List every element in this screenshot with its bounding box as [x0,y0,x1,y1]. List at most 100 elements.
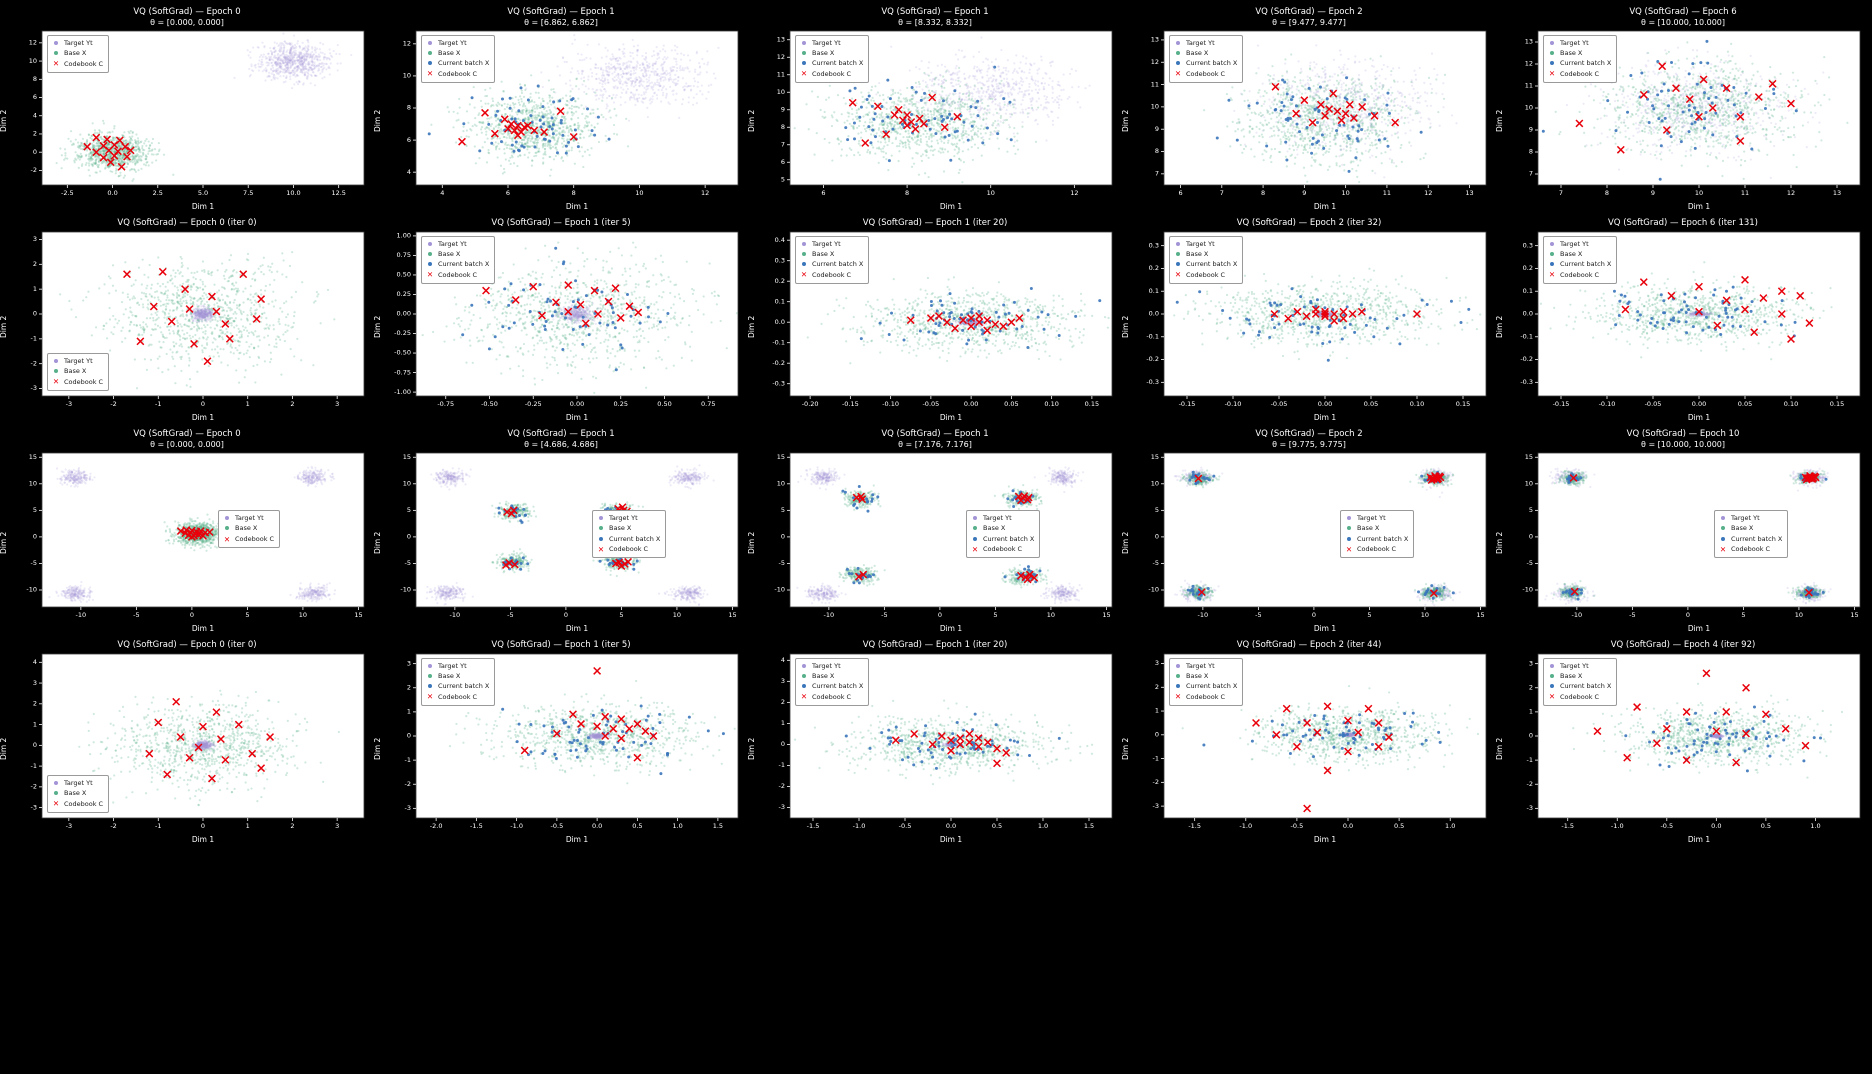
codebook-marker-icon: ✕ [597,544,605,554]
legend-entry: Base X [426,48,489,58]
legend-label: Base X [438,49,461,58]
base-marker-icon [52,788,60,798]
legend-label: Codebook C [438,69,478,78]
base-marker-icon [223,523,231,533]
legend-entry: ✕ Codebook C [1345,544,1408,556]
legend-label: Codebook C [609,545,649,554]
legend-entry: Base X [1548,249,1611,259]
plot-title: VQ (SoftGrad) — Epoch 0 [133,7,241,17]
subplot: VQ (SoftGrad) — Epoch 0 (iter 0) Target Y… [0,215,374,426]
plot-title: VQ (SoftGrad) — Epoch 1 [881,7,989,17]
legend-entry: Current batch X [1174,681,1237,691]
legend-label: Codebook C [983,545,1023,554]
legend-label: Target Yt [438,662,467,670]
codebook-marker-icon: ✕ [1548,69,1556,79]
target-marker-icon [800,239,808,249]
legend-entry: ✕ Codebook C [52,58,103,70]
plot-title: VQ (SoftGrad) — Epoch 0 (iter 0) [117,218,257,228]
batch-marker-icon [426,259,434,269]
plot-title: VQ (SoftGrad) — Epoch 1 [881,429,989,439]
target-marker-icon [52,356,60,366]
subplot: VQ (SoftGrad) — Epoch 1 (iter 5) Target Y… [373,215,748,426]
plot-title: VQ (SoftGrad) — Epoch 0 (iter 0) [117,640,257,650]
plot-title: VQ (SoftGrad) — Epoch 0 [133,429,241,439]
legend-entry: Target Yt [1719,513,1782,523]
plot-title: VQ (SoftGrad) — Epoch 2 (iter 44) [1236,640,1382,650]
legend-entry: Base X [971,523,1034,533]
scatter-canvas [0,450,374,633]
legend: Target Yt Base X Current batch X ✕ Codebook … [1169,658,1244,706]
subplot: VQ (SoftGrad) — Epoch 1 (iter 20) Target … [747,215,1122,426]
base-marker-icon [1548,671,1556,681]
y-axis-label: Dim 2 [1495,737,1504,760]
x-axis-label: Dim 1 [565,835,589,844]
legend-label: Current batch X [438,682,490,691]
y-axis-label: Dim 2 [373,531,382,554]
legend-label: Codebook C [64,800,104,809]
x-axis-label: Dim 1 [939,624,963,633]
target-marker-icon [223,513,231,523]
target-marker-icon [1548,38,1556,48]
legend-entry: Target Yt [1174,38,1237,48]
legend-label: Base X [812,49,835,58]
x-axis-label: Dim 1 [565,624,589,633]
legend-label: Current batch X [1560,260,1612,269]
target-marker-icon [52,778,60,788]
legend-label: Base X [812,672,835,681]
x-axis-label: Dim 1 [191,624,215,633]
codebook-marker-icon: ✕ [426,692,434,702]
legend: Target Yt Base X Current batch X ✕ Codebook … [421,658,496,706]
legend-entry: ✕ Codebook C [1174,269,1237,281]
legend-label: Current batch X [983,534,1035,543]
legend-label: Base X [1560,672,1583,681]
legend: Target Yt Base X Current batch X ✕ Codebook … [421,35,496,83]
scatter-canvas [374,450,748,633]
legend-label: Target Yt [812,39,841,47]
legend-entry: Target Yt [426,239,489,249]
batch-marker-icon [597,534,605,544]
x-axis-label: Dim 1 [939,202,963,211]
legend-entry: Current batch X [971,534,1034,544]
x-axis-label: Dim 1 [565,202,589,211]
legend-entry: Target Yt [800,38,863,48]
legend-label: Target Yt [1186,39,1215,47]
plot-subtitle: θ = [0.000, 0.000] [150,18,224,27]
codebook-marker-icon: ✕ [426,270,434,280]
batch-marker-icon [1174,58,1182,68]
legend-entry: Target Yt [52,38,103,48]
batch-marker-icon [426,681,434,691]
target-marker-icon [1719,513,1727,523]
base-marker-icon [800,48,808,58]
legend: Target Yt Base X ✕ Codebook C [47,775,110,813]
legend: Target Yt Base X Current batch X ✕ Codebook … [1543,658,1618,706]
batch-marker-icon [800,259,808,269]
legend-label: Current batch X [1186,260,1238,269]
target-marker-icon [426,239,434,249]
y-axis-label: Dim 2 [1121,737,1130,760]
legend-entry: ✕ Codebook C [223,534,274,546]
legend-entry: Current batch X [1719,534,1782,544]
codebook-marker-icon: ✕ [223,534,231,544]
legend-entry: Base X [1174,48,1237,58]
plot-subtitle: θ = [7.176, 7.176] [898,440,972,449]
legend: Target Yt Base X Current batch X ✕ Codebook … [1543,35,1618,83]
legend-label: Target Yt [812,662,841,670]
legend-entry: ✕ Codebook C [597,544,660,556]
legend-label: Current batch X [812,682,864,691]
plot-subtitle: θ = [9.477, 9.477] [1272,18,1346,27]
legend-entry: Base X [800,48,863,58]
legend-label: Base X [64,367,87,376]
legend-entry: Base X [800,249,863,259]
legend-entry: Current batch X [800,259,863,269]
plot-subtitle: θ = [6.862, 6.862] [524,18,598,27]
legend-entry: ✕ Codebook C [426,269,489,281]
legend: Target Yt Base X Current batch X ✕ Codebook … [1714,510,1789,559]
legend-entry: ✕ Codebook C [52,798,103,810]
legend-label: Codebook C [1560,69,1600,78]
legend-entry: Base X [1719,523,1782,533]
batch-marker-icon [1548,681,1556,691]
codebook-marker-icon: ✕ [971,544,979,554]
codebook-marker-icon: ✕ [52,799,60,809]
legend-label: Base X [1560,49,1583,58]
target-marker-icon [1174,38,1182,48]
